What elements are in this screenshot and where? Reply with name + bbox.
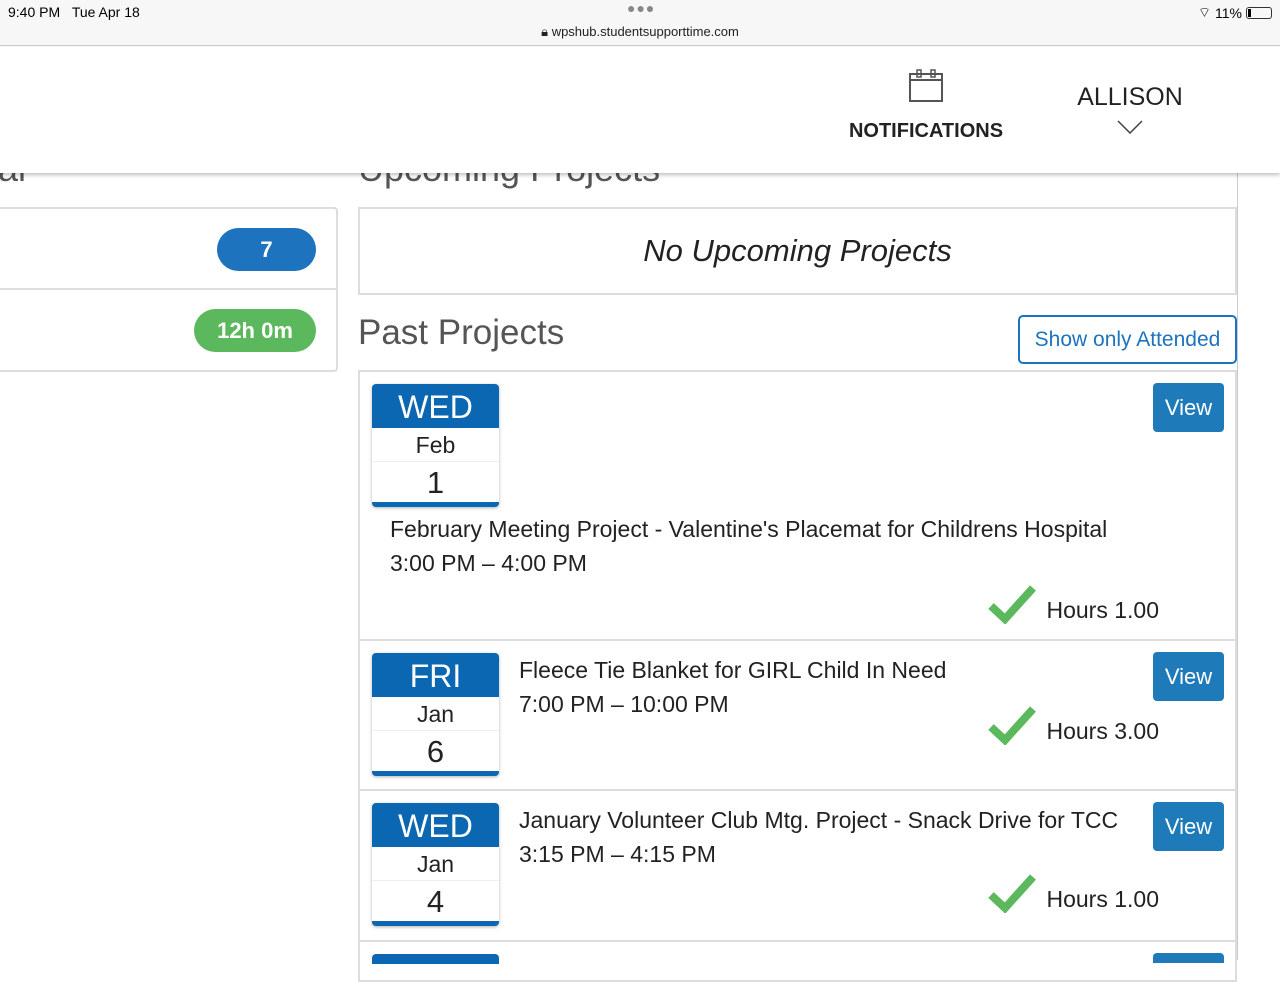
month: Jan	[372, 697, 499, 731]
day-of-week: FRI	[372, 653, 499, 697]
date-badge: FRI Jan 6	[372, 653, 499, 776]
project-hours: Hours 1.00	[1046, 597, 1159, 623]
check-icon	[988, 706, 1037, 745]
notifications-label: NOTIFICATIONS	[848, 120, 1004, 142]
browser-status-bar: 9:40 PM Tue Apr 18 ●●● 🔒︎ wpshub.student…	[0, 0, 1280, 46]
day: 1	[426, 465, 445, 500]
hours-badge: 12h 0m	[194, 309, 316, 352]
battery-percent: 11%	[1215, 5, 1242, 21]
app-header: NOTIFICATIONS ALLISON	[0, 47, 1280, 173]
project-time: 7:00 PM – 10:00 PM	[519, 691, 729, 717]
view-button[interactable]: View	[1153, 383, 1224, 432]
user-menu[interactable]: ALLISON	[1070, 83, 1190, 134]
summary-card: 7 12h 0m	[0, 207, 338, 372]
project-time: 3:15 PM – 4:15 PM	[519, 841, 716, 867]
month: Jan	[372, 847, 499, 881]
day-of-week: WED	[372, 384, 499, 428]
wifi-icon: ⌔	[1197, 4, 1212, 20]
past-projects-list: WED Feb 1 View February Meeting Project - …	[358, 370, 1237, 982]
date-badge: WED Jan 4	[372, 803, 499, 926]
day: 4	[426, 884, 445, 919]
view-button[interactable]	[1153, 953, 1224, 963]
date-badge: WED Feb 1	[372, 384, 499, 507]
more-dots-icon[interactable]: ●●●	[627, 0, 656, 16]
battery-icon	[1246, 7, 1272, 19]
project-hours: Hours 3.00	[1046, 718, 1159, 744]
view-button[interactable]: View	[1153, 802, 1224, 851]
project-item: FRI Jan 6 View Fleece Tie Blanket for GIRL…	[358, 641, 1237, 791]
project-item: WED Jan 4 View January Volunteer Club Mtg.…	[358, 791, 1237, 942]
project-item-partial	[358, 942, 1237, 982]
count-badge: 7	[217, 228, 316, 271]
project-title: Fleece Tie Blanket for GIRL Child In Nee…	[519, 657, 947, 683]
date-badge	[372, 954, 499, 964]
view-button[interactable]: View	[1153, 652, 1224, 701]
month: Feb	[372, 428, 499, 462]
notifications-button[interactable]: NOTIFICATIONS	[842, 69, 1010, 143]
status-time: 9:40 PM Tue Apr 18	[8, 4, 140, 20]
project-item: WED Feb 1 View February Meeting Project - …	[358, 370, 1237, 641]
day-of-week: WED	[372, 803, 499, 847]
chevron-down-icon	[1117, 120, 1143, 134]
user-name: ALLISON	[1077, 83, 1183, 111]
lock-icon: 🔒︎	[541, 24, 549, 39]
url-bar[interactable]: 🔒︎ wpshub.studentsupporttime.com	[541, 24, 739, 39]
past-projects-heading: Past Projects	[358, 313, 565, 352]
project-title: January Volunteer Club Mtg. Project - Sn…	[519, 807, 1119, 833]
project-time: 3:00 PM – 4:00 PM	[390, 550, 587, 576]
divider	[1237, 173, 1238, 960]
check-icon	[988, 874, 1037, 913]
project-hours: Hours 1.00	[1046, 886, 1159, 912]
show-only-attended-button[interactable]: Show only Attended	[1018, 315, 1237, 364]
no-upcoming-projects: No Upcoming Projects	[358, 207, 1237, 295]
check-icon	[988, 585, 1037, 624]
day: 6	[426, 734, 445, 769]
project-title: February Meeting Project - Valentine's P…	[390, 516, 1108, 542]
calendar-icon	[909, 69, 943, 102]
